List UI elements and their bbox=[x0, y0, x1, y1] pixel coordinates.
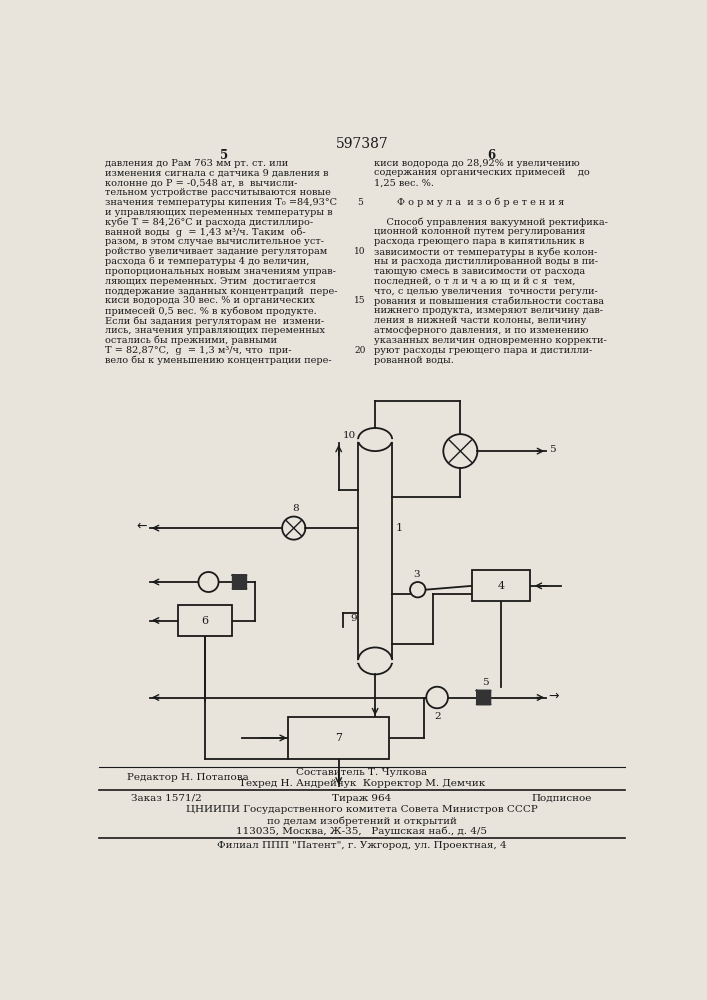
Text: последней, о т л и ч а ю щ и й с я  тем,: последней, о т л и ч а ю щ и й с я тем, bbox=[373, 277, 575, 286]
Text: по делам изобретений и открытий: по делам изобретений и открытий bbox=[267, 816, 457, 826]
Text: 113035, Москва, Ж-35,   Раушская наб., д. 4/5: 113035, Москва, Ж-35, Раушская наб., д. … bbox=[236, 827, 487, 836]
Text: атмосферного давления, и по изменению: атмосферного давления, и по изменению bbox=[373, 326, 588, 335]
Text: ройство увеличивает задание регуляторам: ройство увеличивает задание регуляторам bbox=[105, 247, 327, 256]
Text: кубе Т = 84,26°С и расхода дистиллиро-: кубе Т = 84,26°С и расхода дистиллиро- bbox=[105, 218, 313, 227]
Text: 5: 5 bbox=[220, 149, 228, 162]
Text: 9: 9 bbox=[351, 614, 357, 623]
Text: 6: 6 bbox=[487, 149, 496, 162]
Circle shape bbox=[282, 517, 305, 540]
Text: ←: ← bbox=[136, 520, 146, 533]
Text: 10: 10 bbox=[343, 431, 356, 440]
Text: разом, в этом случае вычислительное уст-: разом, в этом случае вычислительное уст- bbox=[105, 237, 325, 246]
Text: 4: 4 bbox=[498, 581, 505, 591]
Text: Редактор Н. Потапова: Редактор Н. Потапова bbox=[127, 773, 249, 782]
Text: 5: 5 bbox=[482, 678, 489, 687]
Text: значения температуры кипения T₀ =84,93°C: значения температуры кипения T₀ =84,93°C bbox=[105, 198, 337, 207]
Text: колонне до Р = -0,548 ат, в  вычисли-: колонне до Р = -0,548 ат, в вычисли- bbox=[105, 178, 298, 187]
Text: содержания органических примесей    до: содержания органических примесей до bbox=[373, 168, 590, 177]
Text: Т = 82,87°С,  g  = 1,3 м³/ч, что  при-: Т = 82,87°С, g = 1,3 м³/ч, что при- bbox=[105, 346, 292, 355]
Text: →: → bbox=[548, 689, 559, 702]
Text: ны и расхода дистиллированной воды в пи-: ны и расхода дистиллированной воды в пи- bbox=[373, 257, 597, 266]
Text: 15: 15 bbox=[354, 296, 366, 305]
Ellipse shape bbox=[358, 647, 392, 674]
Text: 7: 7 bbox=[335, 733, 342, 743]
Text: рованной воды.: рованной воды. bbox=[373, 356, 453, 365]
Text: тельном устройстве рассчитываются новые: тельном устройстве рассчитываются новые bbox=[105, 188, 332, 197]
Text: расхода греющего пара в кипятильник в: расхода греющего пара в кипятильник в bbox=[373, 237, 584, 246]
Text: нижнего продукта, измеряют величину дав-: нижнего продукта, измеряют величину дав- bbox=[373, 306, 602, 315]
Text: 5: 5 bbox=[357, 198, 363, 207]
Text: Филиал ППП "Патент", г. Ужгород, ул. Проектная, 4: Филиал ППП "Патент", г. Ужгород, ул. Про… bbox=[217, 841, 507, 850]
Polygon shape bbox=[233, 575, 247, 589]
Polygon shape bbox=[477, 691, 491, 704]
Text: ления в нижней части колоны, величину: ления в нижней части колоны, величину bbox=[373, 316, 586, 325]
Bar bbox=[177, 605, 232, 636]
Text: рования и повышения стабильности состава: рования и повышения стабильности состава bbox=[373, 296, 604, 306]
Text: 1: 1 bbox=[396, 523, 403, 533]
Text: изменения сигнала с датчика 9 давления в: изменения сигнала с датчика 9 давления в bbox=[105, 168, 329, 177]
Bar bbox=[288, 717, 389, 759]
Text: киси водорода до 28,92% и увеличению: киси водорода до 28,92% и увеличению bbox=[373, 158, 579, 167]
Text: указанных величин одновременно корректи-: указанных величин одновременно корректи- bbox=[373, 336, 607, 345]
Text: Техред Н. Андрейчук  Корректор М. Демчик: Техред Н. Андрейчук Корректор М. Демчик bbox=[239, 779, 485, 788]
Text: Способ управления вакуумной ректифика-: Способ управления вакуумной ректифика- bbox=[373, 218, 607, 227]
Text: вело бы к уменьшению концентрации пере-: вело бы к уменьшению концентрации пере- bbox=[105, 356, 332, 365]
Text: поддержание заданных концентраций  пере-: поддержание заданных концентраций пере- bbox=[105, 287, 338, 296]
Text: 20: 20 bbox=[354, 346, 366, 355]
Text: тающую смесь в зависимости от расхода: тающую смесь в зависимости от расхода bbox=[373, 267, 585, 276]
Text: давления до Pам 763 мм рт. ст. или: давления до Pам 763 мм рт. ст. или bbox=[105, 158, 288, 167]
Text: ванной воды  g  = 1,43 м³/ч. Таким  об-: ванной воды g = 1,43 м³/ч. Таким об- bbox=[105, 227, 306, 237]
Text: 6: 6 bbox=[201, 615, 208, 626]
Text: что, с целью увеличения  точности регули-: что, с целью увеличения точности регули- bbox=[373, 287, 597, 296]
Text: Ф о р м у л а  и з о б р е т е н и я: Ф о р м у л а и з о б р е т е н и я bbox=[397, 198, 564, 207]
Polygon shape bbox=[477, 691, 491, 704]
Text: ляющих переменных. Этим  достигается: ляющих переменных. Этим достигается bbox=[105, 277, 317, 286]
Text: 10: 10 bbox=[354, 247, 366, 256]
Bar bbox=[472, 570, 530, 601]
Text: примесей 0,5 вес. % в кубовом продукте.: примесей 0,5 вес. % в кубовом продукте. bbox=[105, 306, 317, 316]
Bar bbox=[358, 440, 392, 663]
Polygon shape bbox=[233, 575, 247, 589]
Text: 5: 5 bbox=[549, 445, 556, 454]
Text: зависимости от температуры в кубе колон-: зависимости от температуры в кубе колон- bbox=[373, 247, 597, 257]
Text: 8: 8 bbox=[292, 504, 298, 513]
Text: Заказ 1571/2: Заказ 1571/2 bbox=[131, 794, 201, 803]
Text: 1,25 вес. %.: 1,25 вес. %. bbox=[373, 178, 433, 187]
Text: Тираж 964: Тираж 964 bbox=[332, 794, 392, 803]
Text: руют расходы греющего пара и дистилли-: руют расходы греющего пара и дистилли- bbox=[373, 346, 592, 355]
Text: расхода 6 и температуры 4 до величин,: расхода 6 и температуры 4 до величин, bbox=[105, 257, 310, 266]
Text: 2: 2 bbox=[434, 712, 440, 721]
Text: Составитель Т. Чулкова: Составитель Т. Чулкова bbox=[296, 768, 428, 777]
Text: ЦНИИПИ Государственного комитета Совета Министров СССР: ЦНИИПИ Государственного комитета Совета … bbox=[186, 805, 538, 814]
Circle shape bbox=[199, 572, 218, 592]
Text: пропорциональных новым значениям управ-: пропорциональных новым значениям управ- bbox=[105, 267, 337, 276]
Circle shape bbox=[410, 582, 426, 597]
Text: ционной колонной путем регулирования: ционной колонной путем регулирования bbox=[373, 227, 585, 236]
Text: остались бы прежними, равными: остались бы прежними, равными bbox=[105, 336, 277, 345]
Text: Если бы задания регуляторам не  измени-: Если бы задания регуляторам не измени- bbox=[105, 316, 325, 326]
Text: и управляющих переменных температуры в: и управляющих переменных температуры в bbox=[105, 208, 333, 217]
Text: Подписное: Подписное bbox=[532, 794, 592, 803]
Text: 597387: 597387 bbox=[336, 137, 388, 151]
Text: лись, значения управляющих переменных: лись, значения управляющих переменных bbox=[105, 326, 325, 335]
Circle shape bbox=[443, 434, 477, 468]
Text: киси водорода 30 вес. % и органических: киси водорода 30 вес. % и органических bbox=[105, 296, 315, 305]
Text: 3: 3 bbox=[413, 570, 419, 579]
Ellipse shape bbox=[358, 428, 392, 451]
Circle shape bbox=[426, 687, 448, 708]
